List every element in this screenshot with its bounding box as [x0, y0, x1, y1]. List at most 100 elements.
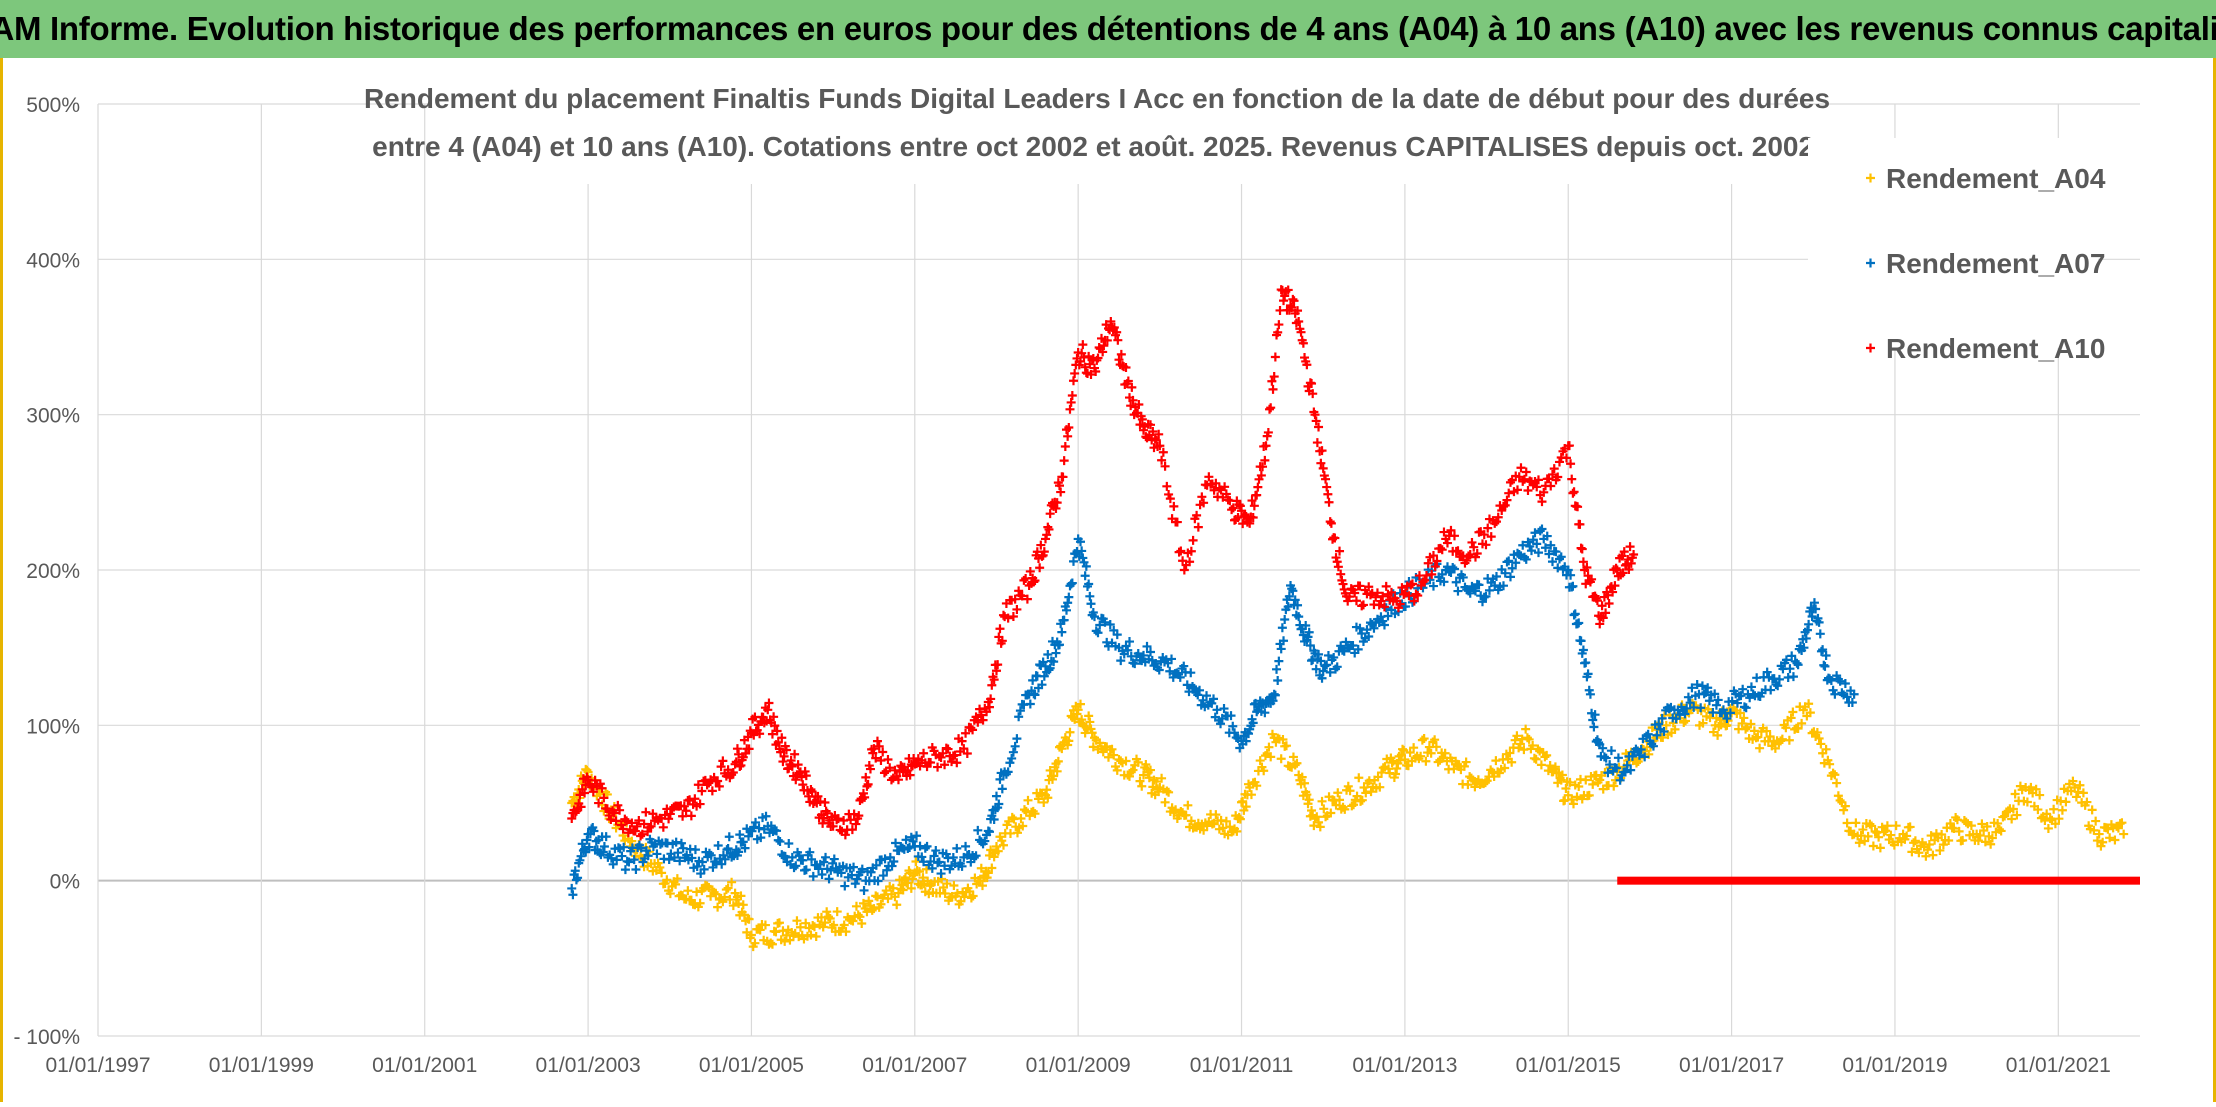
data-point — [1799, 643, 1809, 653]
data-point — [1134, 400, 1144, 410]
data-point — [1139, 770, 1148, 780]
data-point — [1317, 796, 1327, 806]
data-point — [1012, 828, 1022, 838]
data-point — [1100, 617, 1110, 627]
data-point — [878, 747, 888, 757]
data-point — [1221, 816, 1231, 826]
data-point — [1270, 352, 1280, 362]
data-point — [1643, 729, 1653, 739]
data-point — [1221, 489, 1231, 499]
data-point — [908, 836, 918, 846]
data-point — [1926, 831, 1936, 841]
data-point — [797, 772, 807, 782]
data-point — [1821, 651, 1831, 661]
data-point — [1868, 841, 1878, 851]
legend-item-Rendement_A04: Rendement_A04 — [1866, 163, 2106, 194]
data-point — [903, 765, 913, 775]
data-point — [1323, 489, 1333, 499]
data-point — [1042, 785, 1052, 795]
data-point — [1072, 709, 1082, 719]
data-point — [858, 898, 868, 908]
data-point — [1199, 498, 1209, 508]
data-point — [962, 749, 972, 759]
data-point — [2012, 810, 2022, 820]
data-point — [1692, 680, 1702, 690]
data-point — [2031, 784, 2041, 794]
data-points — [567, 285, 2140, 952]
data-point — [1179, 661, 1189, 671]
data-point — [906, 832, 916, 842]
x-tick-label: 01/01/2011 — [1190, 1054, 1294, 1077]
data-point — [575, 855, 585, 865]
data-point — [1804, 619, 1814, 629]
data-point — [2054, 814, 2064, 824]
data-point — [1781, 655, 1791, 665]
data-point — [664, 855, 674, 865]
data-point — [1564, 441, 1574, 451]
data-point — [1703, 683, 1713, 693]
data-point — [1526, 546, 1536, 556]
data-point — [1030, 809, 1040, 819]
data-point — [920, 843, 930, 853]
data-point — [1362, 625, 1372, 635]
data-point — [1070, 368, 1080, 378]
data-point — [836, 868, 846, 878]
data-point — [1588, 715, 1598, 725]
data-point — [1091, 366, 1101, 376]
data-point — [1232, 826, 1242, 836]
data-point — [1056, 487, 1066, 497]
data-point — [723, 843, 733, 853]
data-point — [1741, 703, 1751, 713]
data-point — [1179, 565, 1189, 575]
data-point — [2057, 805, 2067, 815]
data-point — [1879, 827, 1889, 837]
data-point — [1404, 591, 1414, 601]
data-point — [1612, 565, 1622, 575]
data-point — [1277, 623, 1287, 633]
data-point — [787, 761, 797, 771]
data-point — [1167, 654, 1177, 664]
data-point — [1181, 810, 1191, 820]
data-point — [1914, 848, 1924, 858]
data-point — [1477, 597, 1487, 607]
data-point — [872, 892, 882, 902]
data-point — [1826, 676, 1836, 686]
data-point — [1592, 596, 1602, 606]
data-point — [629, 855, 639, 865]
data-point — [718, 756, 728, 766]
data-point — [1348, 640, 1358, 650]
data-point — [1755, 743, 1765, 753]
data-point — [613, 800, 623, 810]
data-point — [770, 721, 780, 731]
data-point — [1465, 588, 1475, 598]
data-point — [1400, 755, 1410, 765]
data-point — [1311, 416, 1321, 426]
data-point — [808, 871, 818, 881]
data-point — [1601, 608, 1611, 618]
data-point — [1165, 666, 1175, 676]
data-point — [1044, 524, 1054, 534]
data-point — [695, 898, 705, 908]
data-point — [2087, 805, 2097, 815]
data-point — [1533, 548, 1543, 558]
data-point — [1343, 596, 1353, 606]
data-point — [1569, 487, 1579, 497]
data-point — [1068, 376, 1078, 386]
data-point — [1736, 691, 1746, 701]
data-point — [1418, 577, 1428, 587]
data-point — [2026, 782, 2036, 792]
data-point — [976, 863, 986, 873]
legend-label: Rendement_A10 — [1886, 333, 2105, 364]
data-point — [1268, 384, 1278, 394]
data-point — [750, 938, 760, 948]
data-point — [1033, 794, 1043, 804]
data-point — [777, 733, 787, 743]
data-point — [1025, 699, 1035, 709]
data-point — [1061, 605, 1071, 615]
data-point — [976, 710, 986, 720]
data-point — [1863, 831, 1873, 841]
data-point — [1537, 497, 1547, 507]
data-point — [1598, 613, 1608, 623]
data-point — [1256, 470, 1266, 480]
